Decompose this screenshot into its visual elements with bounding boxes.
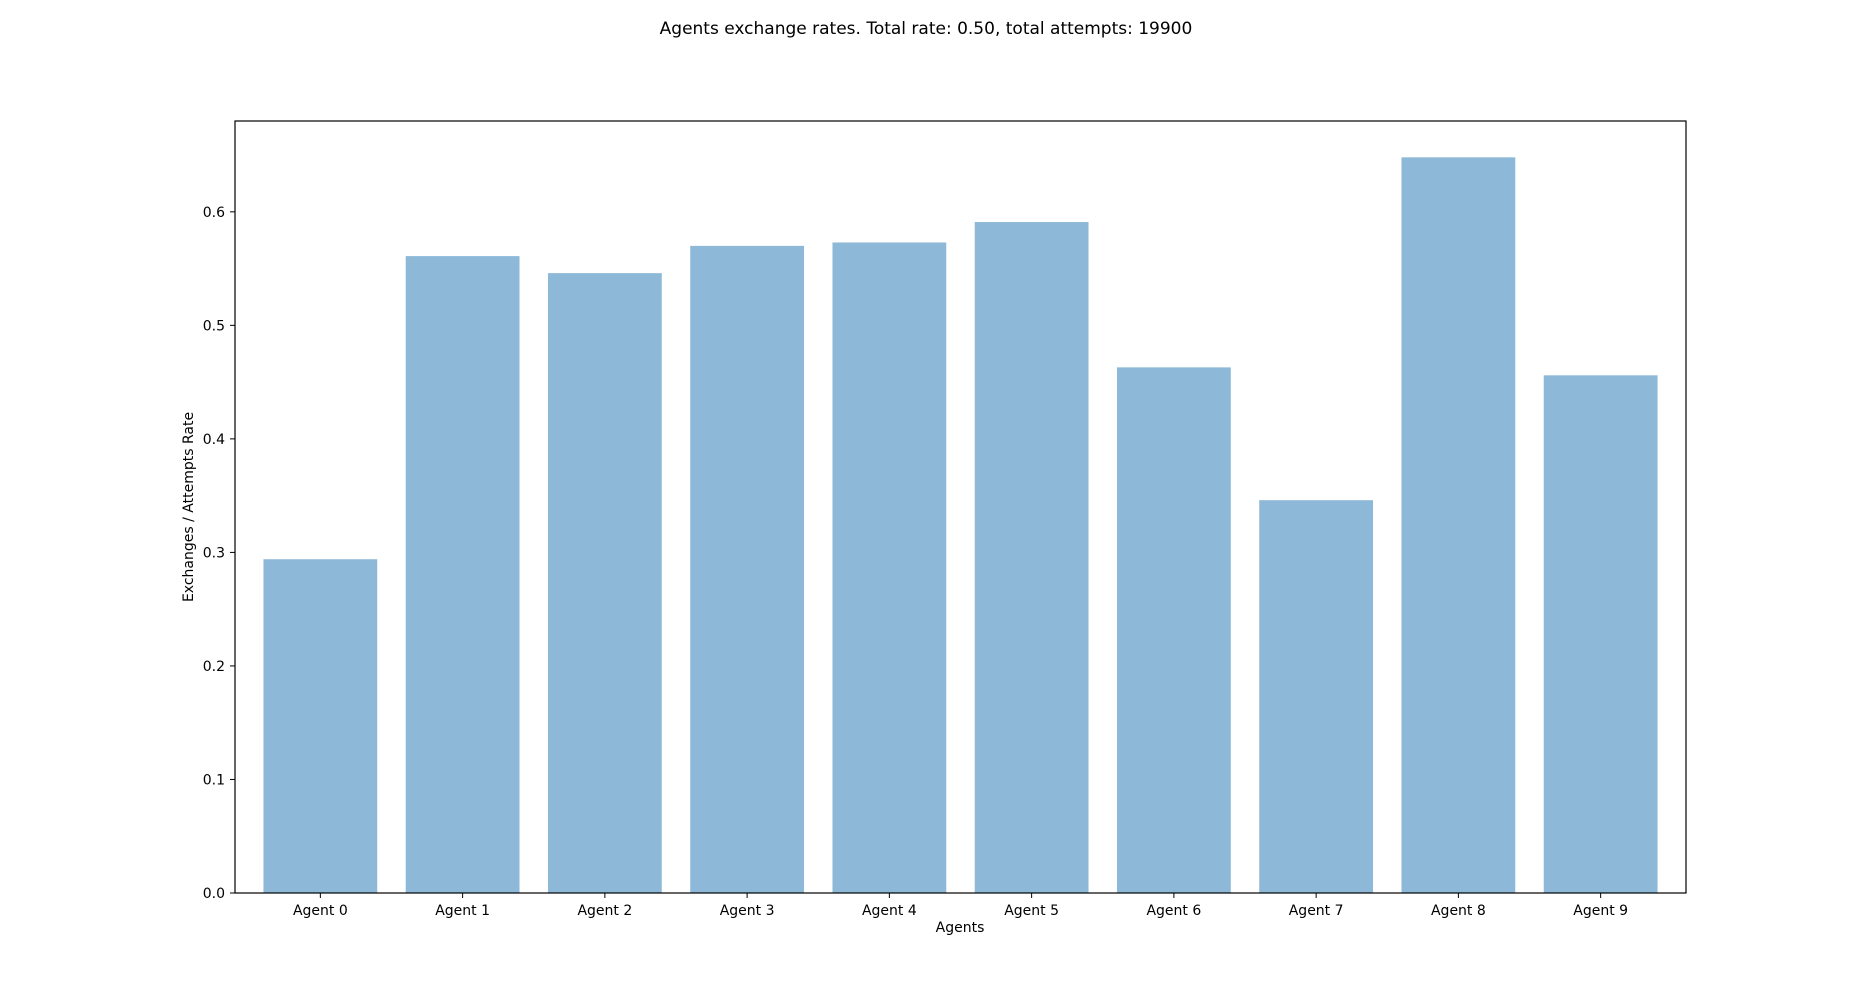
bar-agent-0 xyxy=(263,559,378,893)
bar-agent-8 xyxy=(1401,157,1516,893)
x-axis: Agent 0 Agent 1 Agent 2 Agent 3 Agent 4 Agent… xyxy=(293,893,1628,919)
x-tick-label: Agent 7 xyxy=(1289,903,1344,919)
bar-agent-2 xyxy=(547,273,662,893)
bar-agent-5 xyxy=(974,222,1089,894)
x-tick-label: Agent 3 xyxy=(720,903,775,919)
y-tick-label: 0.2 xyxy=(203,659,225,675)
y-tick-label: 0.1 xyxy=(203,772,225,788)
bar-agent-7 xyxy=(1259,500,1374,893)
y-tick-label: 0.5 xyxy=(203,318,225,334)
x-tick-label: Agent 1 xyxy=(435,903,490,919)
x-tick-label: Agent 4 xyxy=(862,903,917,919)
y-tick-label: 0.3 xyxy=(203,545,225,561)
bars-layer xyxy=(263,157,1658,894)
x-tick-label: Agent 9 xyxy=(1573,903,1628,919)
y-tick-label: 0.4 xyxy=(203,432,225,448)
y-tick-label: 0.0 xyxy=(203,886,225,902)
x-tick-label: Agent 6 xyxy=(1146,903,1201,919)
x-tick-label: Agent 0 xyxy=(293,903,348,919)
bar-agent-6 xyxy=(1116,367,1231,893)
bar-agent-1 xyxy=(405,256,520,894)
x-tick-label: Agent 2 xyxy=(577,903,632,919)
bar-agent-9 xyxy=(1543,375,1658,893)
y-tick-label: 0.6 xyxy=(203,205,225,221)
bar-agent-4 xyxy=(832,242,947,894)
chart-title: Agents exchange rates. Total rate: 0.50,… xyxy=(660,19,1193,39)
x-tick-label: Agent 5 xyxy=(1004,903,1059,919)
x-tick-label: Agent 8 xyxy=(1431,903,1486,919)
y-axis-title: Exchanges / Attempts Rate xyxy=(181,412,197,602)
y-axis: 0.0 0.1 0.2 0.3 0.4 0.5 0.6 xyxy=(203,205,235,902)
bar-agent-3 xyxy=(690,245,805,893)
plot-frame xyxy=(234,120,1687,894)
x-axis-title: Agents xyxy=(936,920,985,936)
